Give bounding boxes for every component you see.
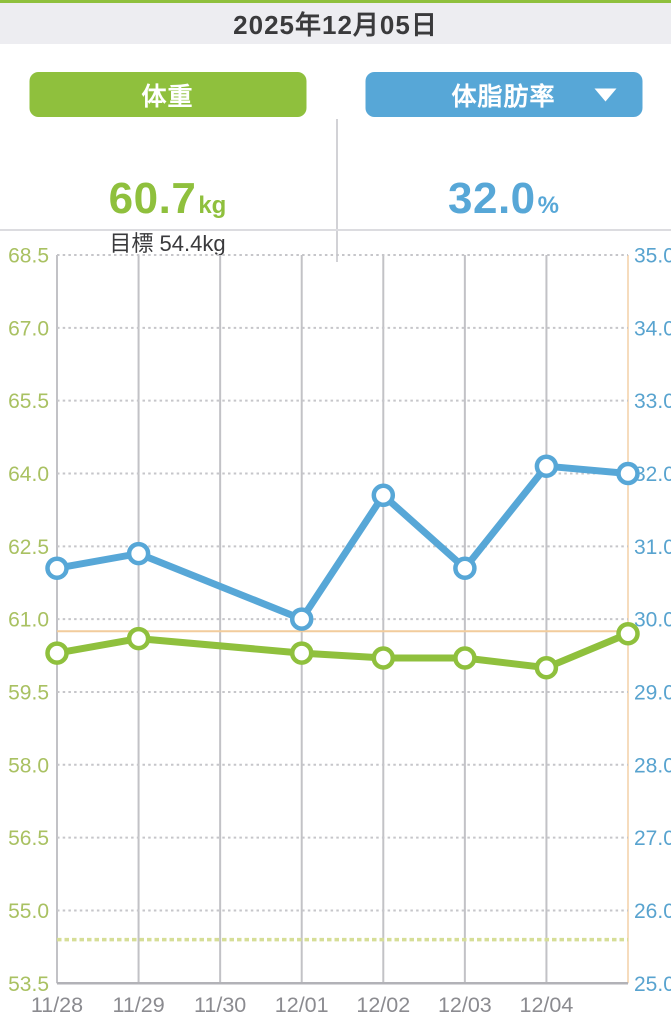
x-axis-label: 12/03 [438,993,492,1017]
weight-point [289,641,314,665]
bodyfat-value: 32.0 [448,174,536,223]
body-fat-point [126,541,151,566]
body-fat-point [45,556,69,580]
right-axis-tick: 32.0 [634,463,671,486]
left-axis-tick: 62.5 [8,536,49,559]
metrics-panel: 体重 60.7 kg 目標 54.4kg 体脂肪率 32.0% [0,44,671,262]
weight-point [453,646,477,670]
left-axis-tick: 61.0 [8,609,49,632]
section-separator [0,229,671,231]
x-axis-label: 11/30 [194,993,246,1017]
bodyfat-tab-label: 体脂肪率 [451,82,556,111]
left-axis-tick: 65.5 [8,390,49,413]
right-axis-tick: 34.0 [634,317,671,340]
right-axis-tick: 26.0 [634,900,671,923]
right-axis-tick: 30.0 [634,609,671,632]
trend-chart[interactable]: 68.5 35.0 67.0 34.0 65.5 33.0 64.0 32.0 62.5 31.0… [0,230,671,1024]
right-axis-tick: 33.0 [634,390,671,413]
left-axis-tick: 68.5 [8,245,49,268]
left-axis-tick: 56.5 [8,827,49,850]
x-axis-label: 12/04 [520,993,574,1017]
weight-point [45,641,69,665]
body-fat-point [534,454,559,478]
x-axis-label: 12/02 [356,993,410,1017]
weight-point [616,621,640,646]
weight-target-label: 目標 54.4kg [109,231,226,256]
right-axis-tick: 29.0 [634,681,671,704]
right-axis-tick: 31.0 [634,536,671,559]
weight-point [371,646,396,670]
weight-value-row: 60.7 kg [0,174,335,224]
weight-unit: kg [198,192,227,219]
top-accent-bar [0,0,671,3]
left-axis-tick: 53.5 [8,973,49,996]
date-title: 2025年12月05日 [233,10,438,40]
weight-point [126,626,151,651]
weight-tab-label: 体重 [141,82,194,111]
bodyfat-panel: 体脂肪率 32.0% [336,44,671,229]
left-axis-tick: 55.0 [8,900,49,923]
weight-value: 60.7 [108,174,197,223]
x-axis-label: 12/01 [275,993,329,1017]
body-fat-point [371,483,396,508]
right-axis-tick: 28.0 [634,754,671,777]
weight-tab-button[interactable]: 体重 [29,72,306,117]
right-axis-tick: 35.0 [634,245,671,268]
left-axis-tick: 59.5 [8,681,49,704]
left-axis-tick: 64.0 [8,463,49,486]
dropdown-arrow-icon [594,88,616,101]
body-fat-point [616,461,640,486]
body-fat-point [289,607,314,631]
left-axis-tick: 67.0 [8,317,49,340]
weight-point [534,655,559,680]
x-axis-label: 11/28 [31,993,83,1017]
panel-divider [336,119,338,262]
date-header: 2025年12月05日 [0,3,671,44]
left-axis-tick: 58.0 [8,754,49,777]
right-axis-tick: 25.0 [634,973,671,996]
bodyfat-value-row: 32.0% [336,174,671,224]
bodyfat-unit: % [537,192,559,219]
metric-dropdown-button[interactable]: 体脂肪率 [365,72,642,117]
x-axis-label: 11/29 [112,993,164,1017]
body-fat-point [453,556,477,580]
right-axis-tick: 27.0 [634,827,671,850]
weight-panel: 体重 60.7 kg 目標 54.4kg [0,44,335,256]
